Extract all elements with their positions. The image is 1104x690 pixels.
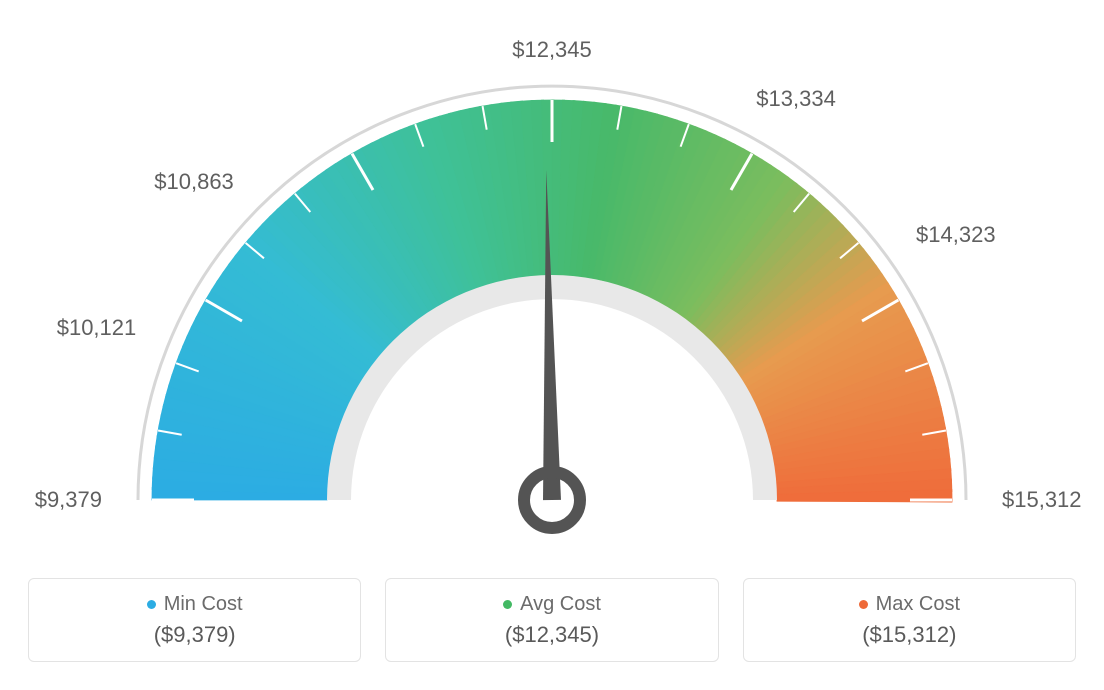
legend-row: Min Cost ($9,379) Avg Cost ($12,345) Max… [0,560,1104,690]
tick-label: $15,312 [1002,487,1082,513]
legend-label-min: Min Cost [164,593,243,616]
legend-label-avg: Avg Cost [520,593,601,616]
legend-dot-min [147,600,156,609]
legend-top-min: Min Cost [147,593,243,616]
gauge-svg [0,0,1104,540]
gauge-area: $9,379 $10,121 $10,863 $12,345 $13,334 $14,32… [0,0,1104,540]
legend-value-min: ($9,379) [154,622,236,648]
legend-dot-max [859,600,868,609]
tick-label: $13,334 [756,86,836,112]
tick-label: $9,379 [35,487,102,513]
legend-card-max: Max Cost ($15,312) [743,578,1076,662]
tick-label: $14,323 [916,222,996,248]
legend-dot-avg [503,600,512,609]
gauge-chart-container: $9,379 $10,121 $10,863 $12,345 $13,334 $14,32… [0,0,1104,690]
legend-label-max: Max Cost [876,593,960,616]
legend-top-avg: Avg Cost [503,593,601,616]
tick-label: $12,345 [512,37,592,63]
legend-value-avg: ($12,345) [505,622,599,648]
tick-label: $10,863 [154,169,234,195]
legend-value-max: ($15,312) [862,622,956,648]
legend-top-max: Max Cost [859,593,960,616]
tick-label: $10,121 [57,315,137,341]
legend-card-min: Min Cost ($9,379) [28,578,361,662]
legend-card-avg: Avg Cost ($12,345) [385,578,718,662]
